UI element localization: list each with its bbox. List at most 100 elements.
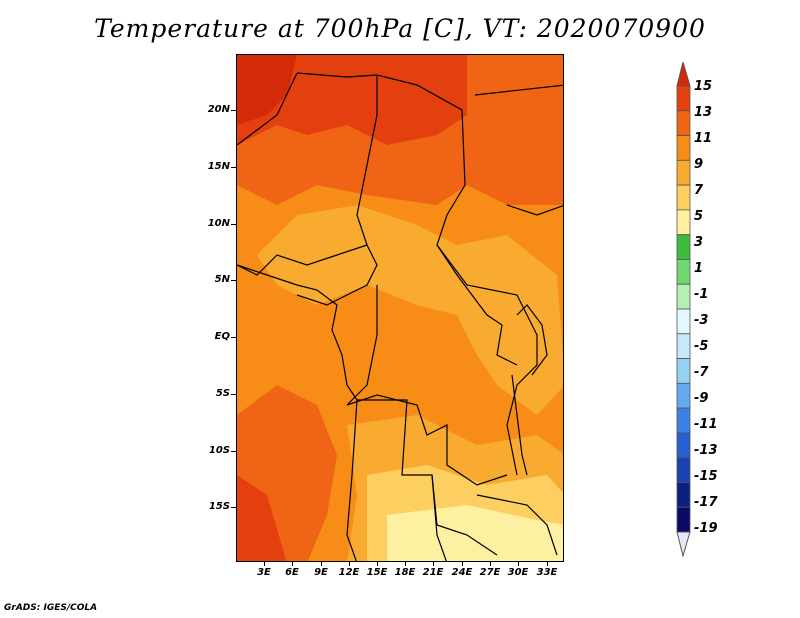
border-line: [476, 494, 558, 556]
y-tick: [231, 337, 236, 338]
colorbar-label: -11: [694, 417, 718, 432]
x-tick: [490, 562, 491, 566]
y-label-10s: 10S: [208, 445, 230, 456]
x-tick: [433, 562, 434, 566]
chart-title: Temperature at 700hPa [C], VT: 202007090…: [94, 14, 706, 43]
x-label-9e: 9E: [314, 567, 328, 578]
colorbar-graphic: [676, 62, 691, 558]
y-label-15s: 15S: [208, 501, 230, 512]
colorbar-segment: [676, 159, 691, 186]
lake-victoria: [516, 304, 548, 376]
x-label-27e: 27E: [479, 567, 501, 578]
colorbar-segment: [676, 308, 691, 335]
country-borders: [237, 72, 563, 561]
colorbar-label: -9: [694, 391, 709, 406]
field-13to15-sw: [237, 475, 287, 561]
border-line: [346, 394, 508, 486]
y-tick: [231, 507, 236, 508]
map-field: [237, 55, 563, 561]
y-tick: [231, 224, 236, 225]
x-tick: [547, 562, 548, 566]
colorbar-segment: [676, 209, 691, 236]
field-3to5: [387, 505, 563, 561]
colorbar-label: 7: [694, 183, 704, 198]
y-tick: [231, 110, 236, 111]
x-label-6e: 6E: [285, 567, 299, 578]
colorbar-segment: [676, 407, 691, 434]
temperature-map: [236, 54, 564, 562]
colorbar-label: 11: [694, 131, 713, 146]
y-tick: [231, 280, 236, 281]
y-tick: [231, 394, 236, 395]
colorbar-segment: [676, 358, 691, 384]
x-label-33e: 33E: [536, 567, 558, 578]
colorbar-segment: [676, 432, 691, 459]
colorbar-label: -15: [694, 469, 718, 484]
colorbar-label: 9: [694, 157, 704, 172]
colorbar-label: -17: [694, 495, 718, 510]
y-label-5n: 5N: [214, 274, 230, 285]
colorbar-segment: [676, 184, 691, 211]
x-label-21e: 21E: [422, 567, 444, 578]
colorbar-segment: [676, 506, 691, 533]
colorbar-label: 1: [694, 261, 704, 276]
colorbar-label: 5: [694, 209, 704, 224]
x-label-15e: 15E: [366, 567, 388, 578]
x-label-18e: 18E: [394, 567, 416, 578]
field-over15: [237, 55, 297, 125]
y-label-15n: 15N: [207, 161, 230, 172]
colorbar-segments: [676, 85, 691, 533]
x-label-30e: 30E: [507, 567, 529, 578]
colorbar-label: -5: [694, 339, 709, 354]
x-tick: [321, 562, 322, 566]
colorbar-segment: [676, 382, 691, 409]
x-tick: [349, 562, 350, 566]
x-tick: [292, 562, 293, 566]
field-7to9: [257, 205, 563, 415]
x-tick: [264, 562, 265, 566]
colorbar-label: -13: [694, 443, 718, 458]
colorbar-segment: [676, 482, 691, 508]
colorbar-label: -3: [694, 313, 709, 328]
colorbar-bottom-arrow: [676, 531, 691, 558]
colorbar-segment: [676, 234, 691, 260]
x-tick: [462, 562, 463, 566]
colorbar-top-arrow: [676, 62, 691, 87]
border-line: [506, 204, 563, 216]
lake-tanganyika: [511, 374, 528, 476]
footer-credit: GrADS: IGES/COLA: [4, 603, 98, 613]
y-tick: [231, 451, 236, 452]
colorbar-label: -7: [694, 365, 709, 380]
x-tick: [405, 562, 406, 566]
border-line: [296, 75, 378, 306]
x-tick: [518, 562, 519, 566]
x-label-24e: 24E: [451, 567, 473, 578]
border-line: [346, 399, 358, 561]
x-label-3e: 3E: [257, 567, 271, 578]
colorbar-label: 3: [694, 235, 704, 250]
x-label-12e: 12E: [338, 567, 360, 578]
colorbar-label: -1: [694, 287, 709, 302]
colorbar-segment: [676, 110, 691, 136]
x-tick: [377, 562, 378, 566]
border-line: [431, 474, 447, 561]
border-line: [237, 72, 298, 146]
y-label-5s: 5S: [215, 388, 230, 399]
y-label-eq: EQ: [214, 331, 230, 342]
colorbar-segment: [676, 85, 691, 112]
colorbar-segment: [676, 283, 691, 310]
colorbar-label: 15: [694, 79, 713, 94]
colorbar-label: 13: [694, 105, 713, 120]
border-line: [346, 285, 378, 406]
coastline: [237, 264, 358, 401]
colorbar-segment: [676, 333, 691, 359]
colorbar-segment: [676, 457, 691, 483]
y-tick: [231, 167, 236, 168]
y-label-20n: 20N: [207, 104, 230, 115]
y-label-10n: 10N: [207, 218, 230, 229]
border-line: [436, 244, 538, 476]
border-line: [474, 84, 563, 96]
colorbar-segment: [676, 259, 691, 285]
colorbar-label: -19: [694, 521, 718, 536]
border-line: [237, 244, 368, 276]
